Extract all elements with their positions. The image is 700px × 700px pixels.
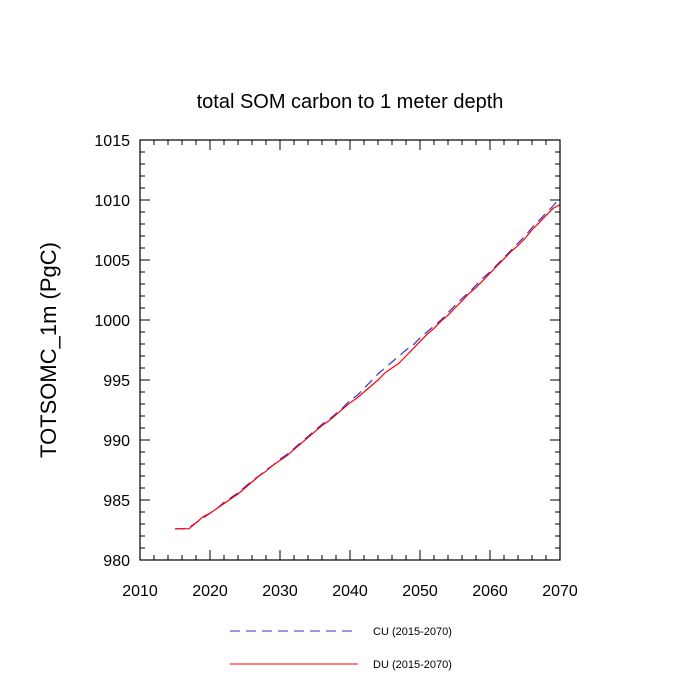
y-tick-label: 1005 — [94, 253, 130, 270]
x-tick-label: 2020 — [192, 583, 228, 600]
y-tick-label: 985 — [103, 493, 130, 510]
series-line-du — [175, 204, 561, 530]
legend-label-du: DU (2015-2070) — [373, 659, 452, 671]
x-tick-label: 2030 — [262, 583, 298, 600]
y-tick-label: 995 — [103, 373, 130, 390]
x-tick-label: 2010 — [122, 583, 158, 600]
y-tick-label: 1000 — [94, 313, 130, 330]
legend: CU (2015-2070) DU (2015-2070) — [230, 626, 452, 671]
y-tick-label: 1010 — [94, 193, 130, 210]
y-axis-label: TOTSOMC_1m (PgC) — [36, 242, 61, 458]
x-tick-label: 2040 — [332, 583, 368, 600]
series-group — [175, 197, 561, 530]
x-tick-label: 2050 — [402, 583, 438, 600]
plot-frame — [139, 139, 561, 561]
x-tick-label: 2060 — [472, 583, 508, 600]
tick-labels: 2010 2020 2030 2040 2050 2060 2070 980 985 990 995… — [94, 133, 577, 600]
x-tick-label: 2070 — [542, 583, 578, 600]
y-tick-label: 980 — [103, 553, 130, 570]
y-tick-label: 1015 — [94, 133, 130, 150]
tick-marks — [139, 139, 561, 561]
legend-label-cu: CU (2015-2070) — [373, 626, 452, 638]
chart-title: total SOM carbon to 1 meter depth — [197, 91, 504, 113]
y-tick-label: 990 — [103, 433, 130, 450]
series-line-cu — [175, 197, 561, 530]
